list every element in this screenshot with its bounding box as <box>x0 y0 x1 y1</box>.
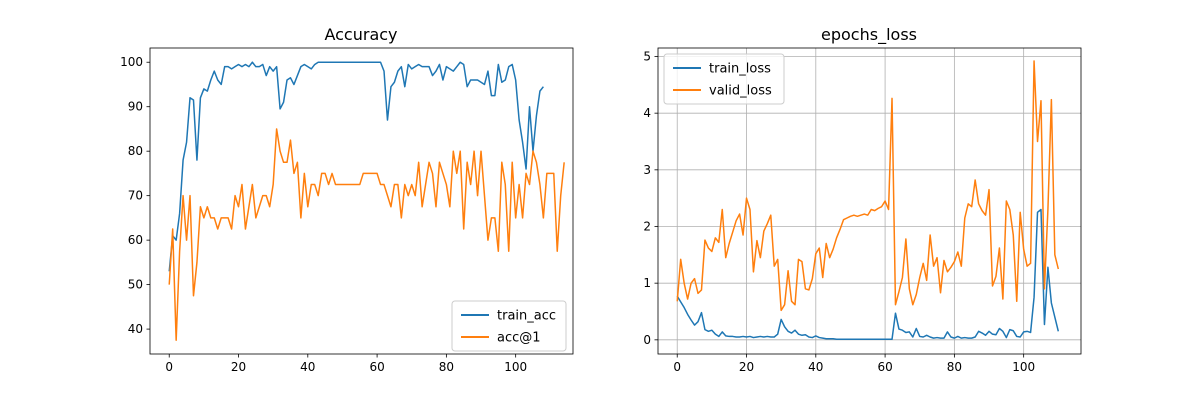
y-tick-label: 100 <box>120 55 143 69</box>
legend-box <box>451 300 567 352</box>
x-tick-label: 0 <box>673 360 681 374</box>
legend-label-acc-at-1: acc@1 <box>497 331 541 346</box>
axes-frame <box>149 47 574 355</box>
legend-label-valid-loss: valid_loss <box>709 84 772 99</box>
y-tick-label: 3 <box>643 163 651 177</box>
axes-frame <box>657 47 1082 355</box>
epochs-loss-chart: epochs_loss 0 20 40 60 80 100 0 1 2 3 4 5 <box>643 25 1082 374</box>
x-tick-label: 80 <box>947 360 962 374</box>
y-tick-label: 90 <box>128 100 143 114</box>
x-tick-label: 20 <box>739 360 754 374</box>
y-tick-label: 80 <box>128 144 143 158</box>
series-line-train-loss <box>676 208 1060 341</box>
y-tick-label: 1 <box>643 276 651 290</box>
x-tick-label: 60 <box>877 360 892 374</box>
accuracy-chart: Accuracy 0 20 40 60 80 100 40 50 60 70 80 90 100 <box>120 25 574 374</box>
legend-label-train-loss: train_loss <box>709 62 771 77</box>
x-tick-label: 20 <box>231 360 246 374</box>
y-tick-label: 60 <box>128 233 143 247</box>
y-tick-label: 50 <box>128 278 143 292</box>
chart-title: epochs_loss <box>821 25 917 45</box>
x-tick-label: 80 <box>439 360 454 374</box>
chart-title: Accuracy <box>324 25 397 44</box>
x-tick-label: 40 <box>808 360 823 374</box>
y-tick-label: 0 <box>643 333 651 347</box>
x-tick-label: 0 <box>165 360 173 374</box>
y-tick-label: 70 <box>128 189 143 203</box>
epochs-loss-legend: train_loss valid_loss <box>663 53 785 105</box>
series-line-train-acc <box>168 61 544 272</box>
x-tick-label: 100 <box>1012 360 1035 374</box>
x-tick-label: 40 <box>300 360 315 374</box>
accuracy-legend: train_acc acc@1 <box>451 300 567 352</box>
x-tick-label: 100 <box>504 360 527 374</box>
series-line-acc-1 <box>168 128 565 341</box>
y-tick-label: 2 <box>643 220 651 234</box>
x-tick-label: 60 <box>369 360 384 374</box>
y-tick-label: 4 <box>643 106 651 120</box>
series-line-valid-loss <box>676 60 1060 312</box>
y-tick-label: 40 <box>128 322 143 336</box>
y-tick-label: 5 <box>643 50 651 64</box>
legend-label-train-acc: train_acc <box>497 309 556 324</box>
legend-box <box>663 53 785 105</box>
